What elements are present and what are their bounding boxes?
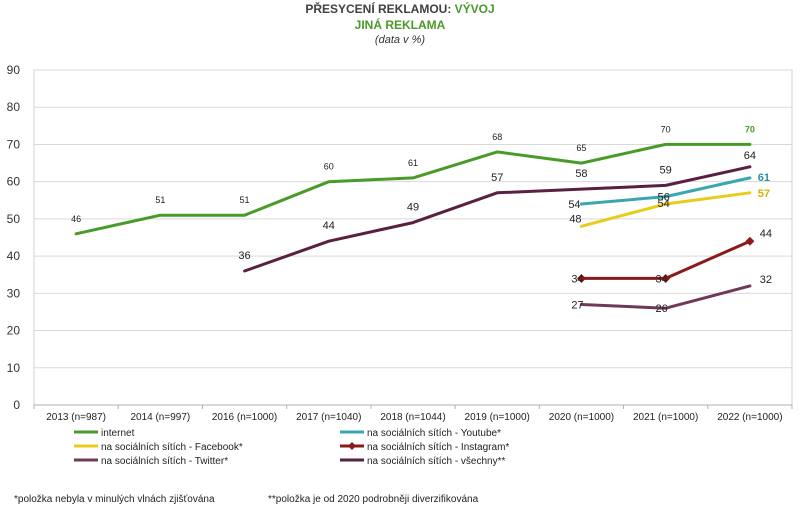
footnote-new-item: *položka nebyla v minulých vlnách zjišťo…: [14, 494, 215, 505]
data-label: 27: [571, 300, 583, 312]
grid-lines: [33, 69, 793, 406]
x-tick-label: 2017 (n=1040): [296, 412, 361, 423]
x-tick-label: 2021 (n=1000): [633, 412, 698, 423]
series-line: [243, 165, 752, 273]
y-tick-label: 40: [7, 249, 21, 263]
data-label: 51: [155, 195, 165, 205]
data-label: 26: [656, 303, 668, 315]
chart-unit-note: (data v %): [374, 34, 426, 46]
data-label: 61: [408, 158, 418, 168]
footnote-diversified: **položka je od 2020 podrobněji diverzif…: [268, 494, 479, 505]
data-label: 51: [240, 195, 250, 205]
data-label: 70: [661, 124, 671, 134]
series-line: [579, 176, 752, 206]
data-label: 46: [71, 214, 81, 224]
data-label: 54: [568, 199, 580, 211]
y-tick-label: 70: [7, 137, 21, 151]
series-marker: [576, 273, 586, 283]
data-label: 32: [760, 274, 772, 286]
data-label: 44: [323, 220, 335, 232]
y-tick-label: 80: [7, 100, 21, 114]
data-label: 54: [658, 198, 670, 210]
legend-label: na sociálních sítích - Facebook*: [101, 442, 243, 453]
y-tick-label: 30: [7, 286, 21, 300]
chart-title-prefix: PŘESYCENÍ REKLAMOU:: [305, 2, 455, 16]
series-line: [74, 142, 752, 236]
y-tick-label: 10: [7, 361, 21, 375]
y-tick-label: 50: [7, 212, 21, 226]
legend-label: na sociálních sítích - Twitter*: [101, 456, 228, 467]
y-tick-label: 90: [7, 63, 21, 77]
x-tick-label: 2019 (n=1000): [465, 412, 530, 423]
chart-title-accent: VÝVOJ: [454, 2, 495, 16]
data-label: 70: [745, 124, 755, 134]
series-marker: [745, 236, 755, 246]
data-label: 64: [744, 150, 756, 162]
data-label: 68: [492, 132, 502, 142]
x-tick-label: 2013 (n=987): [46, 412, 106, 423]
axes: 0 10 20 30 40 50 60 70 80 90 2013 (n=987) 2014 (n=9…: [7, 63, 793, 423]
series-line: [579, 191, 752, 228]
y-tick-label: 0: [13, 398, 20, 412]
data-label: 34: [571, 273, 583, 285]
legend-label: na sociálních sítích - všechny**: [367, 456, 506, 467]
data-label: 65: [576, 143, 586, 153]
legend: internet na sociálních sítích - Youtube* n…: [74, 428, 509, 467]
data-label: 34: [656, 273, 668, 285]
data-label: 60: [324, 162, 334, 172]
data-label: 59: [660, 164, 672, 176]
data-label: 57: [491, 172, 503, 184]
data-label: 48: [569, 213, 581, 225]
data-label: 57: [758, 188, 770, 200]
series-line: [579, 284, 752, 310]
data-label: 36: [238, 250, 250, 262]
legend-label: na sociálních sítích - Youtube*: [367, 428, 501, 439]
data-label: 49: [407, 202, 419, 214]
series-marker: [661, 273, 671, 283]
series-lines: [74, 142, 755, 310]
legend-marker: [348, 442, 356, 450]
y-tick-label: 60: [7, 175, 21, 189]
x-tick-label: 2016 (n=1000): [212, 412, 277, 423]
x-tick-label: 2022 (n=1000): [717, 412, 782, 423]
data-label: 56: [658, 192, 670, 204]
legend-label: internet: [101, 428, 135, 439]
data-label: 58: [575, 168, 587, 180]
data-label: 61: [758, 172, 770, 184]
x-tick-label: 2020 (n=1000): [549, 412, 614, 423]
x-tick-label: 2014 (n=997): [130, 412, 190, 423]
data-label: 44: [760, 228, 772, 240]
y-tick-label: 20: [7, 324, 21, 338]
plot-area: [33, 69, 793, 406]
chart-title: PŘESYCENÍ REKLAMOU: VÝVOJ: [0, 2, 800, 16]
legend-label: na sociálních sítích - Instagram*: [367, 442, 509, 453]
x-tick-label: 2018 (n=1044): [380, 412, 445, 423]
chart-subtitle: JINÁ REKLAMA: [354, 18, 446, 32]
